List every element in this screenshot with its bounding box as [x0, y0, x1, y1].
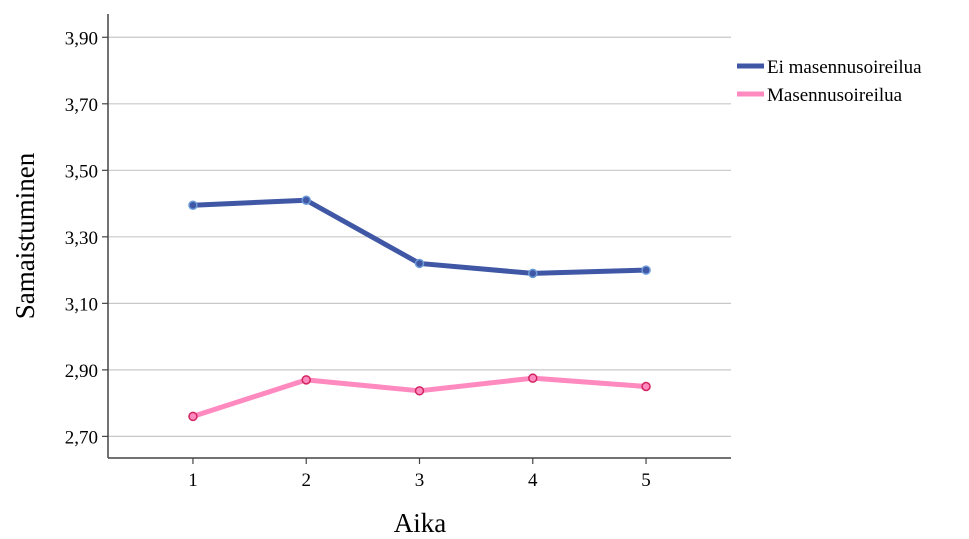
- x-tick-label: 3: [415, 470, 425, 491]
- legend: Ei masennusoireilua Masennusoireilua: [737, 57, 922, 106]
- legend-label: Masennusoireilua: [767, 85, 903, 106]
- gridlines: [108, 36, 731, 437]
- y-tick-label: 3,30: [65, 228, 98, 249]
- x-axis-title: Aika: [394, 508, 447, 538]
- x-tick-label: 1: [188, 470, 198, 491]
- data-point-marker: [414, 258, 425, 269]
- data-point-marker: [301, 195, 311, 205]
- y-axis-title: Samaistuminen: [10, 152, 40, 319]
- data-point-marker: [188, 411, 198, 422]
- x-tick-labels: 1 2 3 4 5: [188, 458, 651, 491]
- data-point-marker: [528, 268, 538, 279]
- x-tick-label: 2: [301, 470, 311, 491]
- y-tick-label: 3,10: [65, 294, 98, 315]
- y-tick-labels: 2,70 2,90 3,10 3,30 3,50 3,70 3,90: [65, 28, 108, 448]
- data-point-marker: [414, 386, 425, 396]
- data-point-marker: [528, 373, 538, 383]
- data-point-marker: [641, 265, 651, 275]
- data-point-marker: [641, 381, 651, 392]
- y-tick-label: 3,50: [65, 161, 98, 182]
- data-point-marker: [301, 375, 311, 385]
- data-point-marker: [188, 200, 198, 210]
- x-tick-label: 5: [641, 470, 651, 491]
- y-tick-label: 2,70: [65, 427, 98, 448]
- x-tick-label: 4: [528, 470, 538, 491]
- series-line-2: [190, 375, 649, 419]
- y-tick-label: 3,70: [65, 95, 98, 116]
- y-tick-label: 3,90: [65, 28, 98, 49]
- legend-label: Ei masennusoireilua: [767, 57, 922, 78]
- series-lines: [188, 195, 651, 422]
- y-tick-label: 2,90: [65, 361, 98, 382]
